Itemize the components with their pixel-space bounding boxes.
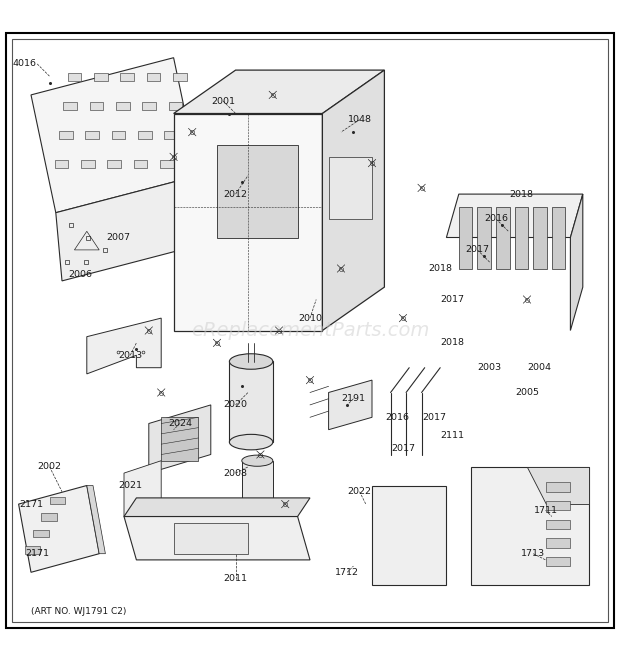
Bar [50,496,65,504]
Bar [146,73,160,81]
Text: 2191: 2191 [342,394,365,403]
Polygon shape [149,405,211,473]
Text: 1048: 1048 [348,115,371,124]
Bar [546,501,570,510]
Text: 2011: 2011 [224,574,247,583]
Bar [63,102,77,110]
Ellipse shape [229,354,273,369]
Ellipse shape [242,498,273,510]
Bar [120,73,134,81]
Bar [217,145,298,237]
Bar [242,461,273,504]
Polygon shape [174,70,384,114]
Polygon shape [31,58,198,213]
Bar [68,73,81,81]
Text: 2018: 2018 [428,264,452,273]
Bar [142,102,156,110]
Bar [229,362,273,442]
Bar [107,160,121,168]
Bar [164,131,178,139]
Text: 1713: 1713 [521,549,545,558]
Text: 2171: 2171 [25,549,49,558]
Text: 2010: 2010 [298,313,322,323]
Polygon shape [87,485,105,554]
Polygon shape [174,114,322,330]
Text: 2171: 2171 [19,500,43,508]
Polygon shape [87,318,161,374]
Text: 2016: 2016 [484,214,508,223]
Polygon shape [329,380,372,430]
Bar [329,157,372,219]
Text: 2001: 2001 [211,97,235,106]
Bar [133,160,147,168]
Text: 1711: 1711 [534,506,557,515]
Bar [533,206,547,268]
Bar [86,131,99,139]
Bar [459,206,472,268]
Ellipse shape [242,455,273,466]
Text: 2111: 2111 [441,432,464,440]
Bar [161,417,198,461]
Polygon shape [124,461,161,516]
Bar [174,523,248,554]
Bar [25,546,40,554]
Polygon shape [446,194,583,237]
Text: 2017: 2017 [391,444,415,453]
Text: 2012: 2012 [224,190,247,198]
Text: 2004: 2004 [528,363,551,372]
Bar [138,131,151,139]
Bar [94,73,108,81]
Text: (ART NO. WJ1791 C2): (ART NO. WJ1791 C2) [31,607,126,615]
Bar [546,557,570,566]
Polygon shape [124,516,310,560]
Polygon shape [372,485,446,585]
Polygon shape [124,498,310,516]
Text: 1712: 1712 [335,568,359,577]
Bar [169,102,182,110]
Bar [42,513,57,521]
Text: 2022: 2022 [348,487,371,496]
Text: 2007: 2007 [106,233,130,242]
Text: 2008: 2008 [224,469,247,478]
Bar [116,102,130,110]
Text: 2016: 2016 [385,413,409,422]
Text: 2017: 2017 [422,413,446,422]
Text: eReplacementParts.com: eReplacementParts.com [191,321,429,340]
Bar [515,206,528,268]
Text: 2017: 2017 [441,295,464,304]
Text: 2017: 2017 [466,245,489,254]
Polygon shape [56,176,205,281]
Bar [496,206,510,268]
Text: 2020: 2020 [224,401,247,409]
Polygon shape [19,485,99,572]
Polygon shape [471,467,589,585]
Bar [90,102,104,110]
Text: 2021: 2021 [118,481,142,490]
Bar [81,160,94,168]
Bar [546,520,570,529]
Bar [55,160,68,168]
Text: 2003: 2003 [478,363,502,372]
Polygon shape [527,467,589,504]
Polygon shape [570,194,583,330]
Text: 2018: 2018 [441,338,464,348]
Text: 2002: 2002 [38,463,61,471]
Bar [33,529,48,537]
Text: 2005: 2005 [515,388,539,397]
Bar [160,160,174,168]
Ellipse shape [229,434,273,450]
Text: 2024: 2024 [168,419,192,428]
Text: 2013: 2013 [118,351,142,360]
Bar [112,131,125,139]
Text: 2018: 2018 [509,190,533,198]
Text: 4016: 4016 [13,59,37,68]
Bar [546,483,570,492]
Bar [59,131,73,139]
Bar [552,206,565,268]
Text: 2006: 2006 [69,270,92,279]
Bar [546,538,570,547]
Polygon shape [322,70,384,330]
Bar [173,73,187,81]
Bar [477,206,491,268]
